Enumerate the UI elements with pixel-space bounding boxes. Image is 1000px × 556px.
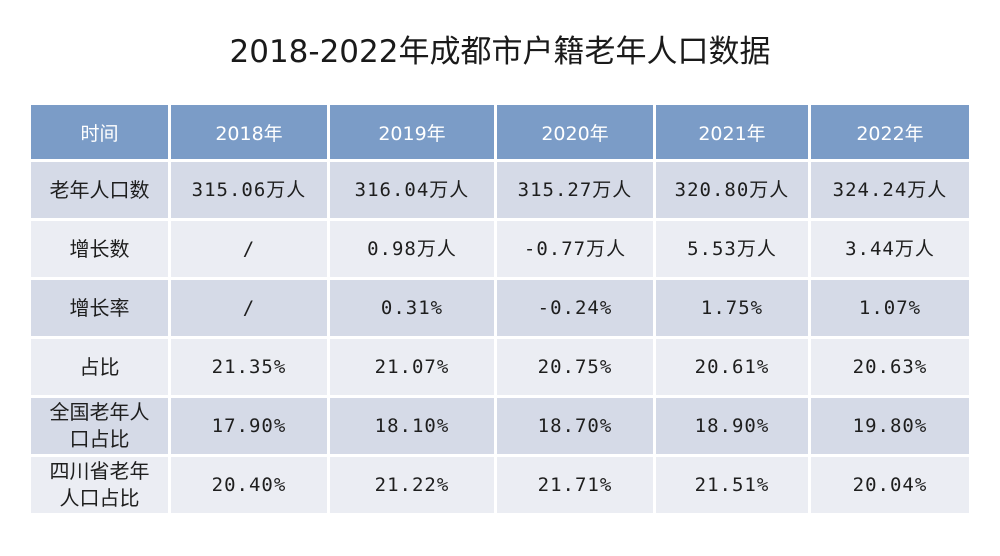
column-header: 时间 xyxy=(31,105,168,159)
table-cell: 18.10% xyxy=(330,398,494,454)
table-cell: 21.71% xyxy=(497,457,653,513)
table-cell: 315.27万人 xyxy=(497,162,653,218)
column-header: 2022年 xyxy=(811,105,969,159)
table-cell: 324.24万人 xyxy=(811,162,969,218)
table-row: 老年人口数 315.06万人 316.04万人 315.27万人 320.80万… xyxy=(31,162,969,218)
table-cell: 20.40% xyxy=(171,457,327,513)
table-cell: 17.90% xyxy=(171,398,327,454)
table-header-row: 时间 2018年 2019年 2020年 2021年 2022年 xyxy=(31,105,969,159)
table-row: 增长率 / 0.31% -0.24% 1.75% 1.07% xyxy=(31,280,969,336)
table-cell: 18.90% xyxy=(656,398,808,454)
table-cell: 20.04% xyxy=(811,457,969,513)
table-cell: 20.63% xyxy=(811,339,969,395)
table-cell: 21.51% xyxy=(656,457,808,513)
row-label-line: 全国老年人 xyxy=(49,400,150,424)
table-cell: 18.70% xyxy=(497,398,653,454)
table-cell: 320.80万人 xyxy=(656,162,808,218)
table-cell: 1.07% xyxy=(811,280,969,336)
table-row: 四川省老年 人口占比 20.40% 21.22% 21.71% 21.51% 2… xyxy=(31,457,969,513)
column-header: 2019年 xyxy=(330,105,494,159)
row-label: 四川省老年 人口占比 xyxy=(31,457,168,513)
table-cell: -0.24% xyxy=(497,280,653,336)
row-label-line: 人口占比 xyxy=(59,486,140,510)
table-cell: 3.44万人 xyxy=(811,221,969,277)
table-cell: -0.77万人 xyxy=(497,221,653,277)
table-cell: 21.07% xyxy=(330,339,494,395)
table-cell: 21.35% xyxy=(171,339,327,395)
row-label: 占比 xyxy=(31,339,168,395)
table-cell: 316.04万人 xyxy=(330,162,494,218)
table-cell: 5.53万人 xyxy=(656,221,808,277)
table-cell: 20.75% xyxy=(497,339,653,395)
table-cell: 19.80% xyxy=(811,398,969,454)
row-label-line: 四川省老年 xyxy=(49,459,150,483)
row-label: 增长率 xyxy=(31,280,168,336)
table-cell: / xyxy=(171,280,327,336)
table-row: 全国老年人 口占比 17.90% 18.10% 18.70% 18.90% 19… xyxy=(31,398,969,454)
table-row: 占比 21.35% 21.07% 20.75% 20.61% 20.63% xyxy=(31,339,969,395)
data-table: 时间 2018年 2019年 2020年 2021年 2022年 老年人口数 3… xyxy=(28,102,972,516)
table-cell: 315.06万人 xyxy=(171,162,327,218)
row-label-line: 口占比 xyxy=(69,427,130,451)
table-row: 增长数 / 0.98万人 -0.77万人 5.53万人 3.44万人 xyxy=(31,221,969,277)
row-label: 增长数 xyxy=(31,221,168,277)
column-header: 2021年 xyxy=(656,105,808,159)
column-header: 2018年 xyxy=(171,105,327,159)
table-cell: / xyxy=(171,221,327,277)
table-cell: 0.31% xyxy=(330,280,494,336)
row-label: 全国老年人 口占比 xyxy=(31,398,168,454)
table-cell: 20.61% xyxy=(656,339,808,395)
table-cell: 1.75% xyxy=(656,280,808,336)
row-label: 老年人口数 xyxy=(31,162,168,218)
column-header: 2020年 xyxy=(497,105,653,159)
table-cell: 21.22% xyxy=(330,457,494,513)
chart-title: 2018-2022年成都市户籍老年人口数据 xyxy=(229,34,771,70)
table-cell: 0.98万人 xyxy=(330,221,494,277)
